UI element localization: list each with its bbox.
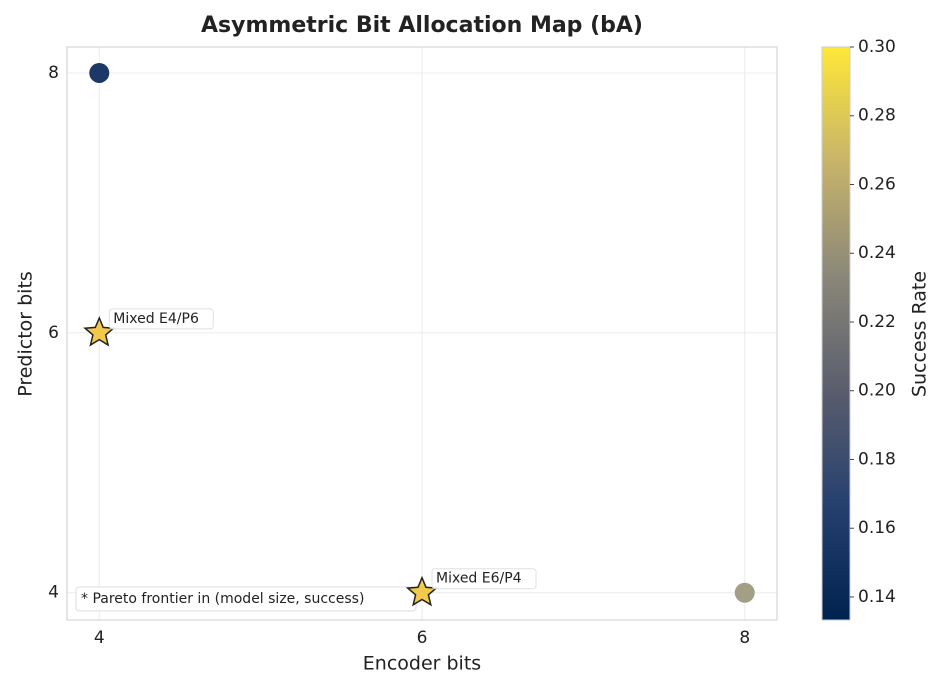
annotation-box — [431, 568, 537, 590]
chart-title: Asymmetric Bit Allocation Map (bA) — [201, 13, 643, 38]
colorbar-tick-label: 0.14 — [858, 587, 896, 607]
y-tick-label: 6 — [48, 323, 59, 343]
x-tick-label: 4 — [94, 628, 105, 648]
colorbar-tick-label: 0.28 — [858, 106, 896, 126]
plot-frame — [66, 46, 778, 621]
annotation-box — [108, 308, 214, 330]
y-tick-label: 4 — [48, 583, 59, 603]
y-axis-label: Predictor bits — [15, 271, 37, 397]
colorbar-tick-label: 0.22 — [858, 312, 896, 332]
annotation: Mixed E6/P4 — [436, 571, 522, 587]
colorbar-tick-label: 0.24 — [858, 243, 896, 263]
colorbar-tick-label: 0.26 — [858, 174, 896, 194]
point — [89, 62, 110, 83]
colorbar-label: Success Rate — [909, 271, 931, 397]
colorbar-tick-label: 0.20 — [858, 381, 896, 401]
colorbar-tick-label: 0.18 — [858, 449, 896, 469]
y-tick-label: 8 — [48, 63, 59, 83]
colorbar — [821, 46, 851, 621]
colorbar-tick-label: 0.30 — [858, 37, 896, 57]
note: * Pareto frontier in (model size, succes… — [81, 591, 364, 607]
x-axis-label: Encoder bits — [363, 653, 481, 675]
x-tick-label: 8 — [739, 628, 750, 648]
x-tick-label: 6 — [417, 628, 428, 648]
annotation: Mixed E4/P6 — [113, 311, 199, 327]
point — [734, 582, 755, 603]
colorbar-tick-label: 0.16 — [858, 518, 896, 538]
